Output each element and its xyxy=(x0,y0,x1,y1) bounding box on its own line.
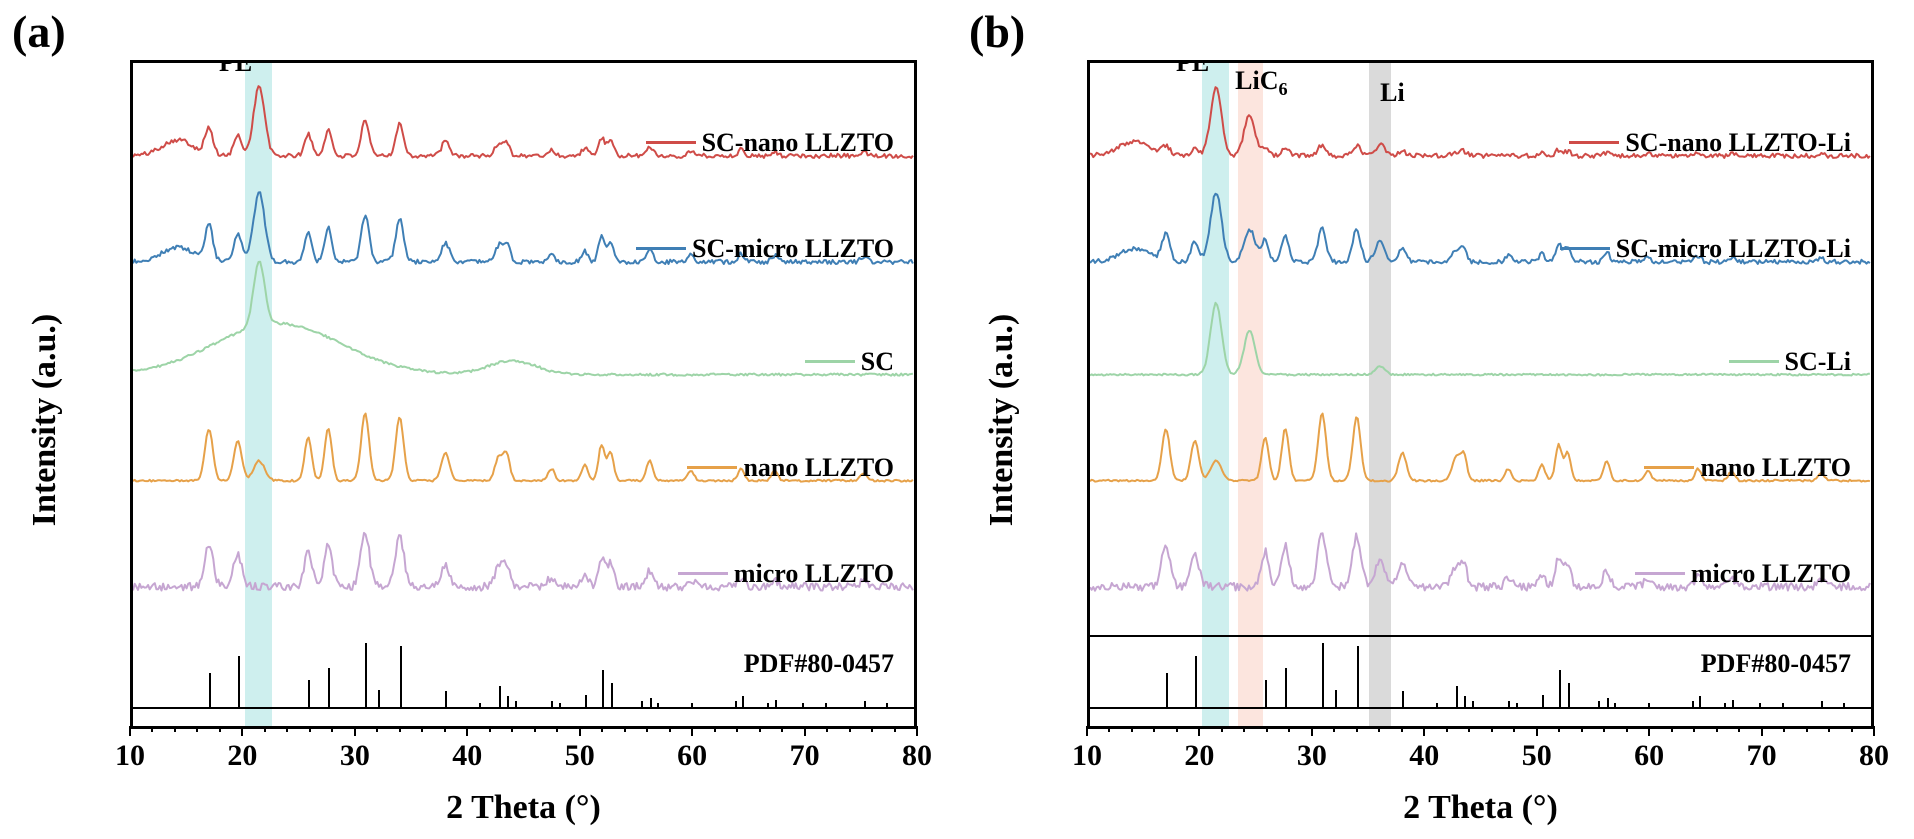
pdf-label: PDF#80-0457 xyxy=(744,649,894,679)
legend-entry: SC-nano LLZTO xyxy=(646,128,894,158)
legend-swatch xyxy=(1560,247,1610,250)
legend-text: SC-micro LLZTO xyxy=(692,234,894,264)
legend-swatch xyxy=(636,247,686,250)
panel-a: (a) Intensity (a.u.) SC-nano LLZTO SC-mic… xyxy=(0,0,957,839)
legend-entry: nano LLZTO xyxy=(1644,453,1851,483)
panel-a-label: (a) xyxy=(12,5,66,58)
x-tick-label: 30 xyxy=(1297,739,1327,773)
legend-entry: SC-micro LLZTO xyxy=(636,234,894,264)
legend-swatch xyxy=(687,466,737,469)
panel-a-xlabel: 2 Theta (°) xyxy=(446,789,601,827)
panel-b: (b) Intensity (a.u.) SC-nano LLZTO-LiSC-… xyxy=(957,0,1914,839)
legend-text: micro LLZTO xyxy=(1691,559,1851,589)
legend-swatch xyxy=(1635,572,1685,575)
x-tick-label: 10 xyxy=(115,739,145,773)
legend-entry: micro LLZTO xyxy=(1635,559,1851,589)
peak-label: PE xyxy=(219,60,252,78)
legend-entry: nano LLZTO xyxy=(687,453,894,483)
legend-text: micro LLZTO xyxy=(734,559,894,589)
xrd-trace xyxy=(133,63,914,726)
legend-text: SC-nano LLZTO-Li xyxy=(1625,128,1851,158)
pdf-label: PDF#80-0457 xyxy=(1701,649,1851,679)
panel-a-ylabel: Intensity (a.u.) xyxy=(26,313,64,526)
x-tick-label: 10 xyxy=(1072,739,1102,773)
panel-b-ylabel: Intensity (a.u.) xyxy=(983,313,1021,526)
legend-swatch xyxy=(1569,141,1619,144)
legend-text: SC-Li xyxy=(1785,347,1851,377)
peak-label: LiC6 xyxy=(1235,66,1287,100)
figure-container: (a) Intensity (a.u.) SC-nano LLZTO SC-mic… xyxy=(0,0,1914,839)
panel-a-plot: SC-nano LLZTO SC-micro LLZTO SC nano LLZTO m… xyxy=(130,60,917,729)
x-tick-label: 80 xyxy=(902,739,932,773)
legend-text: nano LLZTO xyxy=(743,453,894,483)
legend-entry: micro LLZTO xyxy=(678,559,894,589)
legend-text: nano LLZTO xyxy=(1700,453,1851,483)
x-tick-label: 70 xyxy=(1747,739,1777,773)
x-tick-label: 20 xyxy=(1184,739,1214,773)
panel-b-xticks: 1020304050607080 xyxy=(1087,739,1874,779)
legend-text: SC-nano LLZTO xyxy=(702,128,894,158)
x-tick-label: 60 xyxy=(1634,739,1664,773)
panel-b-xlabel: 2 Theta (°) xyxy=(1403,789,1558,827)
x-tick-label: 50 xyxy=(565,739,595,773)
x-tick-label: 40 xyxy=(452,739,482,773)
panel-b-plot: SC-nano LLZTO-Li SC-micro LLZTO-Li SC-Li na… xyxy=(1087,60,1874,729)
legend-entry: SC-Li xyxy=(1729,347,1851,377)
x-tick-label: 70 xyxy=(790,739,820,773)
legend-swatch xyxy=(678,572,728,575)
x-tick-label: 40 xyxy=(1409,739,1439,773)
legend-swatch xyxy=(1729,360,1779,363)
peak-label: PE xyxy=(1176,60,1209,78)
x-tick-label: 80 xyxy=(1859,739,1889,773)
legend-text: SC xyxy=(861,347,894,377)
peak-label: Li xyxy=(1380,78,1405,108)
x-tick-label: 20 xyxy=(227,739,257,773)
panel-b-label: (b) xyxy=(969,5,1025,58)
panel-a-xticks: 1020304050607080 xyxy=(130,739,917,779)
legend-entry: SC-micro LLZTO-Li xyxy=(1560,234,1851,264)
x-tick-label: 60 xyxy=(677,739,707,773)
xrd-trace xyxy=(1090,63,1871,726)
legend-swatch xyxy=(646,141,696,144)
legend-entry: SC-nano LLZTO-Li xyxy=(1569,128,1851,158)
legend-text: SC-micro LLZTO-Li xyxy=(1616,234,1851,264)
x-tick-label: 30 xyxy=(340,739,370,773)
legend-swatch xyxy=(805,360,855,363)
x-tick-label: 50 xyxy=(1522,739,1552,773)
legend-entry: SC xyxy=(805,347,894,377)
legend-swatch xyxy=(1644,466,1694,469)
